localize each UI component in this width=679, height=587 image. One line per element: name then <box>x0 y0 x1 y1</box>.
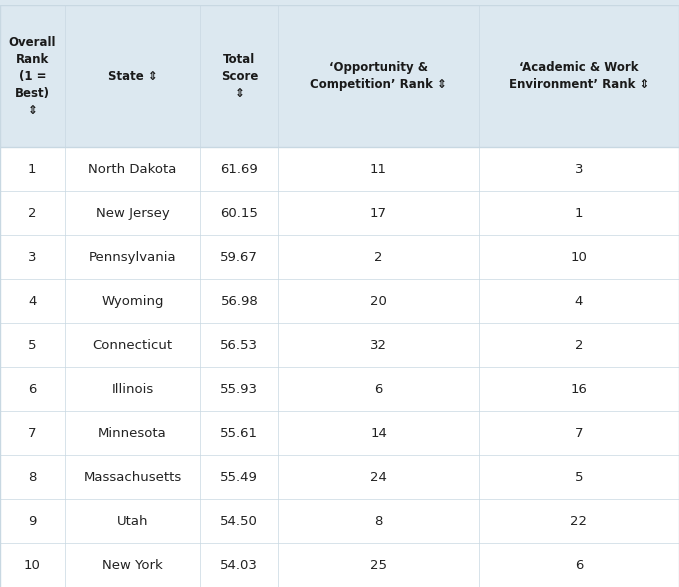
Text: Minnesota: Minnesota <box>98 427 167 440</box>
Text: New York: New York <box>102 558 163 572</box>
Text: 55.61: 55.61 <box>221 427 258 440</box>
Text: Wyoming: Wyoming <box>101 295 164 308</box>
Text: 1: 1 <box>574 207 583 220</box>
Bar <box>0 323 679 367</box>
Text: 9: 9 <box>28 515 37 528</box>
Text: 61.69: 61.69 <box>221 163 258 176</box>
Bar <box>0 5 679 147</box>
Bar <box>0 147 679 191</box>
Text: 20: 20 <box>370 295 387 308</box>
Text: ‘Academic & Work
Environment’ Rank ⇕: ‘Academic & Work Environment’ Rank ⇕ <box>509 61 649 91</box>
Text: 17: 17 <box>370 207 387 220</box>
Text: Illinois: Illinois <box>111 383 153 396</box>
Text: 54.03: 54.03 <box>221 558 258 572</box>
Text: 11: 11 <box>370 163 387 176</box>
Text: 55.49: 55.49 <box>221 471 258 484</box>
Text: 7: 7 <box>28 427 37 440</box>
Text: 16: 16 <box>570 383 587 396</box>
Text: North Dakota: North Dakota <box>88 163 177 176</box>
Text: 56.53: 56.53 <box>221 339 258 352</box>
Bar <box>0 191 679 235</box>
Text: 6: 6 <box>374 383 383 396</box>
Text: Massachusetts: Massachusetts <box>84 471 181 484</box>
Text: 4: 4 <box>28 295 37 308</box>
Text: 7: 7 <box>574 427 583 440</box>
Text: 10: 10 <box>570 251 587 264</box>
Text: 5: 5 <box>28 339 37 352</box>
Text: 1: 1 <box>28 163 37 176</box>
Text: State ⇕: State ⇕ <box>107 69 158 83</box>
Text: 24: 24 <box>370 471 387 484</box>
Text: Overall
Rank
(1 =
Best)
⇕: Overall Rank (1 = Best) ⇕ <box>9 36 56 117</box>
Text: 3: 3 <box>574 163 583 176</box>
Text: 32: 32 <box>370 339 387 352</box>
Bar <box>0 499 679 543</box>
Text: 5: 5 <box>574 471 583 484</box>
Text: 2: 2 <box>374 251 383 264</box>
Text: 54.50: 54.50 <box>221 515 258 528</box>
Text: 25: 25 <box>370 558 387 572</box>
Text: 6: 6 <box>574 558 583 572</box>
Text: Total
Score
⇕: Total Score ⇕ <box>221 52 258 100</box>
Bar <box>0 411 679 455</box>
Bar <box>0 455 679 499</box>
Text: New Jersey: New Jersey <box>96 207 169 220</box>
Text: 4: 4 <box>574 295 583 308</box>
Text: 6: 6 <box>28 383 37 396</box>
Bar <box>0 543 679 587</box>
Text: 59.67: 59.67 <box>221 251 258 264</box>
Text: 22: 22 <box>570 515 587 528</box>
Text: 55.93: 55.93 <box>221 383 258 396</box>
Text: Pennsylvania: Pennsylvania <box>88 251 177 264</box>
Text: Connecticut: Connecticut <box>92 339 172 352</box>
Text: 3: 3 <box>28 251 37 264</box>
Text: 2: 2 <box>574 339 583 352</box>
Bar <box>0 367 679 411</box>
Text: ‘Opportunity &
Competition’ Rank ⇕: ‘Opportunity & Competition’ Rank ⇕ <box>310 61 447 91</box>
Text: 60.15: 60.15 <box>221 207 258 220</box>
Text: Utah: Utah <box>117 515 148 528</box>
Bar <box>0 279 679 323</box>
Text: 8: 8 <box>28 471 37 484</box>
Text: 56.98: 56.98 <box>221 295 258 308</box>
Text: 10: 10 <box>24 558 41 572</box>
Bar <box>0 235 679 279</box>
Text: 2: 2 <box>28 207 37 220</box>
Text: 8: 8 <box>374 515 383 528</box>
Text: 14: 14 <box>370 427 387 440</box>
